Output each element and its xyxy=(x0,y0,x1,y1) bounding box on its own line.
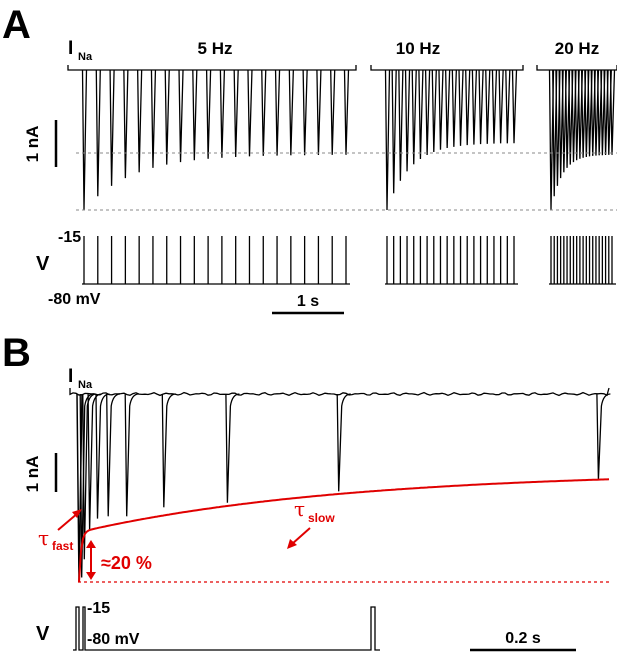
panel-b-v-high-label: -15 xyxy=(87,600,110,617)
current-spike xyxy=(137,69,143,173)
current-spike xyxy=(343,69,350,155)
current-spike xyxy=(418,69,424,160)
current-spike xyxy=(458,69,464,146)
tau-fast-symbol: τ xyxy=(38,526,49,550)
current-spike xyxy=(81,69,88,211)
current-spike xyxy=(205,69,212,159)
current-spike xyxy=(411,69,417,165)
current-spike xyxy=(471,69,478,145)
panel-b-current-scale-label: 1 nA xyxy=(23,456,42,493)
panel-a-v-label: V xyxy=(36,253,50,275)
test-spike xyxy=(161,393,176,508)
test-spike xyxy=(225,393,240,503)
current-spike xyxy=(438,69,444,150)
percent-arrowhead-down xyxy=(86,572,96,580)
tau-slow-arrowhead xyxy=(287,539,297,549)
current-spike xyxy=(391,69,397,194)
panel-a-voltage-traces xyxy=(82,236,616,285)
current-spike xyxy=(164,69,170,165)
current-spike xyxy=(404,69,411,172)
current-spike xyxy=(178,69,184,163)
test-spike xyxy=(596,393,611,481)
sweep-baseline xyxy=(370,65,524,71)
current-spike xyxy=(302,69,308,156)
panel-b-time-scale-label: 0.2 s xyxy=(505,630,541,647)
panel-a-current-scale-label: 1 nA xyxy=(23,126,42,163)
percent-arrowhead-up xyxy=(86,540,96,548)
current-spike xyxy=(261,69,267,156)
sweep-baseline xyxy=(536,65,617,71)
current-spike xyxy=(491,69,498,144)
current-spike xyxy=(150,69,157,168)
current-spike xyxy=(109,69,115,186)
current-spike xyxy=(192,69,198,161)
test-spike xyxy=(336,393,351,492)
current-spike xyxy=(384,69,391,211)
panel-a-v-high-label: -15 xyxy=(58,229,81,246)
current-spike xyxy=(478,69,484,145)
tau-fast-sub: fast xyxy=(52,539,73,553)
tau-slow-sub: slow xyxy=(308,511,335,525)
sweep-label-10hz: 10 Hz xyxy=(396,39,440,58)
panel-b-exponential-fit xyxy=(78,478,610,583)
panel-b-baseline xyxy=(69,387,610,397)
tau-slow-arrow xyxy=(291,527,311,545)
panel-a-ina-label: I xyxy=(68,38,73,59)
panel-b-voltage-trace xyxy=(73,606,380,651)
current-spike xyxy=(398,69,404,181)
panel-b-ina-label: I xyxy=(68,366,73,387)
test-spike xyxy=(87,393,102,530)
current-spike xyxy=(511,69,518,144)
panel-a-ina-sub: Na xyxy=(78,51,93,63)
current-spike xyxy=(465,69,471,146)
sweep-label-5hz: 5 Hz xyxy=(198,39,233,58)
current-spike xyxy=(609,69,616,155)
panel-a-current-traces xyxy=(67,65,617,211)
test-spike xyxy=(124,393,139,517)
current-spike xyxy=(445,69,451,149)
current-spike xyxy=(95,69,101,197)
current-spike xyxy=(288,69,294,156)
current-spike xyxy=(247,69,253,157)
panel-b-ina-sub: Na xyxy=(78,379,93,391)
current-spike xyxy=(485,69,491,144)
panel-b-v-low-label: -80 mV xyxy=(87,631,140,648)
current-spike xyxy=(431,69,437,153)
panel-a-time-scale-label: 1 s xyxy=(297,293,319,310)
current-spike xyxy=(505,69,511,144)
panel-b-current-traces xyxy=(69,387,611,583)
test-spike xyxy=(95,393,110,519)
sweep-label-20hz: 20 Hz xyxy=(555,39,599,58)
tau-slow-symbol: τ xyxy=(294,497,305,521)
test-spike xyxy=(82,393,97,560)
test-spike xyxy=(79,393,94,578)
current-spike xyxy=(274,69,281,156)
current-spike xyxy=(316,69,322,156)
current-spike xyxy=(424,69,431,156)
current-spike xyxy=(123,69,129,179)
sweep-baseline xyxy=(67,65,357,71)
current-spike xyxy=(330,69,336,155)
current-spike xyxy=(451,69,457,147)
current-spike xyxy=(219,69,226,158)
tau-fast-arrow xyxy=(57,512,79,531)
tau-fast-arrowhead xyxy=(72,509,82,518)
test-spike xyxy=(106,393,121,517)
current-spike xyxy=(233,69,239,158)
percent-label: ≈20 % xyxy=(101,553,152,573)
current-spike xyxy=(498,69,504,144)
panel-a-v-low-label: -80 mV xyxy=(48,291,101,308)
panel-a-letter: A xyxy=(2,3,31,47)
panel-b-letter: B xyxy=(2,331,31,375)
panel-b-v-label: V xyxy=(36,623,50,645)
